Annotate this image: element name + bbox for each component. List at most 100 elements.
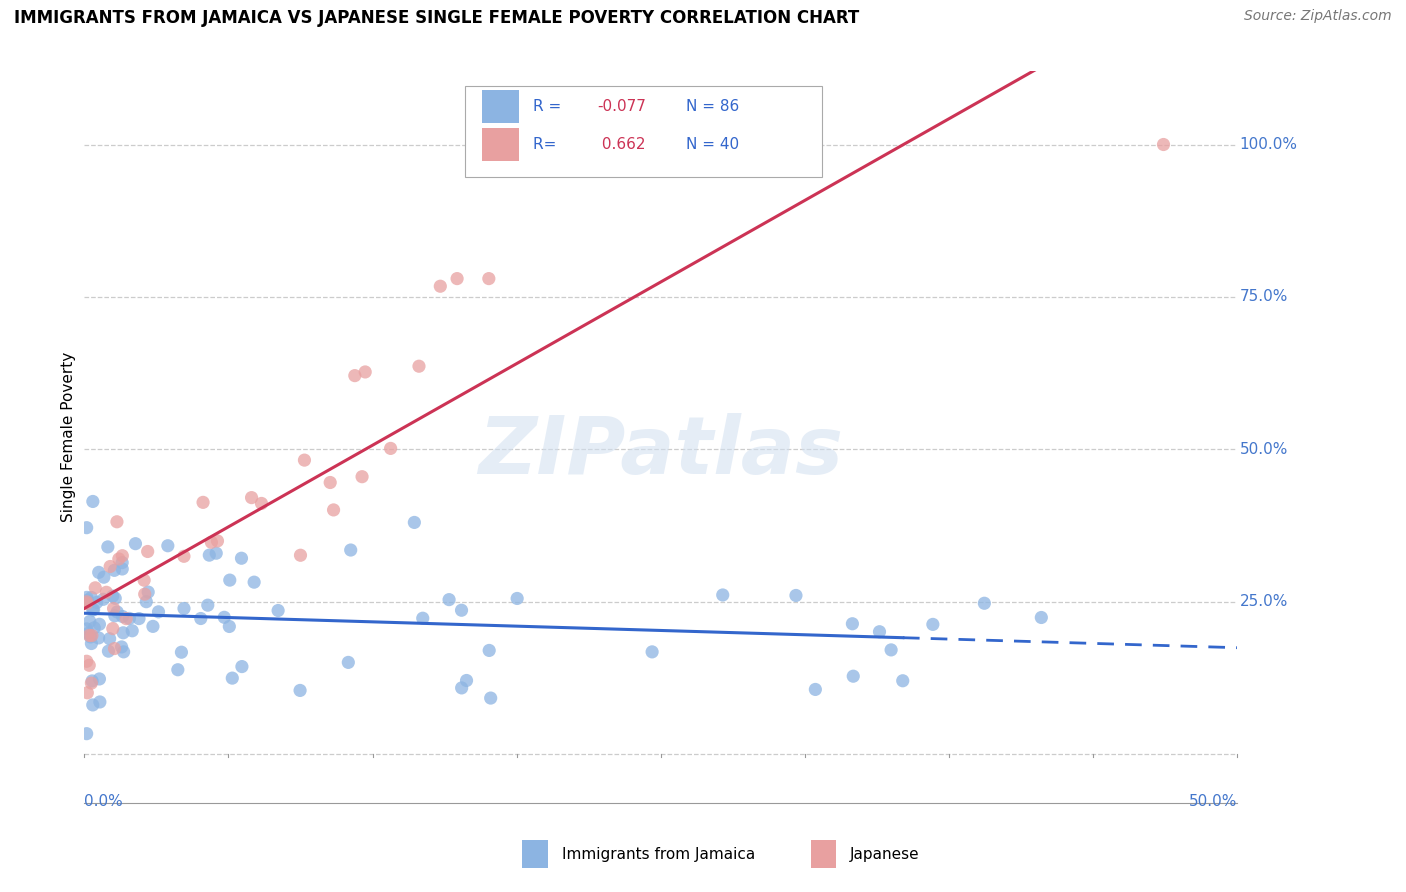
Point	[288, 683, 311, 698]
Point	[191, 495, 214, 509]
Text: 75.0%: 75.0%	[1240, 289, 1288, 304]
Point	[76, 593, 98, 607]
Point	[412, 611, 434, 625]
Text: -0.077: -0.077	[598, 99, 647, 113]
Point	[880, 643, 903, 657]
Point	[101, 589, 124, 603]
Point	[973, 596, 995, 610]
Point	[77, 658, 100, 673]
Point	[98, 559, 121, 574]
Text: 50.0%: 50.0%	[1240, 442, 1288, 457]
Point	[89, 672, 111, 686]
Point	[97, 644, 120, 658]
Text: 0.662: 0.662	[598, 137, 645, 153]
Point	[339, 543, 361, 558]
Point	[82, 698, 104, 712]
Point	[506, 591, 529, 606]
Point	[115, 612, 138, 626]
Point	[111, 609, 134, 624]
Point	[200, 535, 222, 549]
Point	[337, 656, 360, 670]
Text: Immigrants from Jamaica: Immigrants from Jamaica	[561, 847, 755, 862]
Point	[76, 654, 98, 668]
Point	[190, 611, 212, 625]
Point	[96, 585, 118, 599]
Point	[343, 368, 366, 383]
Point	[352, 469, 374, 483]
Point	[80, 636, 103, 650]
Point	[89, 617, 111, 632]
Point	[231, 659, 253, 673]
Point	[134, 587, 156, 601]
Point	[121, 624, 143, 638]
FancyBboxPatch shape	[482, 128, 519, 161]
Point	[79, 615, 101, 629]
Point	[76, 595, 98, 609]
FancyBboxPatch shape	[482, 90, 519, 122]
Text: Source: ZipAtlas.com: Source: ZipAtlas.com	[1244, 9, 1392, 23]
Point	[89, 695, 111, 709]
Point	[111, 562, 134, 576]
FancyBboxPatch shape	[811, 840, 837, 868]
Point	[294, 453, 316, 467]
Point	[80, 629, 103, 643]
Text: 25.0%: 25.0%	[1240, 594, 1288, 609]
Point	[921, 617, 943, 632]
Point	[124, 536, 146, 550]
Point	[354, 365, 377, 379]
Point	[479, 691, 502, 706]
Point	[76, 622, 98, 636]
Point	[97, 540, 120, 554]
Point	[456, 673, 478, 688]
Point	[1031, 610, 1053, 624]
Text: R =: R =	[533, 99, 567, 113]
Point	[87, 631, 110, 645]
Point	[103, 641, 125, 656]
Point	[136, 585, 159, 599]
Point	[478, 271, 501, 285]
Text: ZIPatlas: ZIPatlas	[478, 413, 844, 491]
Point	[86, 595, 108, 609]
Point	[437, 592, 460, 607]
Point	[118, 611, 141, 625]
Point	[218, 619, 240, 633]
Point	[80, 676, 103, 690]
Point	[869, 624, 891, 639]
Point	[446, 271, 468, 285]
FancyBboxPatch shape	[523, 840, 548, 868]
Point	[173, 549, 195, 564]
Point	[322, 503, 344, 517]
Point	[82, 494, 104, 508]
Point	[105, 515, 128, 529]
Point	[156, 539, 179, 553]
Point	[450, 603, 472, 617]
Point	[205, 546, 228, 560]
Point	[134, 573, 156, 587]
Point	[104, 591, 127, 606]
Text: N = 40: N = 40	[686, 137, 740, 153]
Point	[148, 605, 170, 619]
Point	[408, 359, 430, 374]
Point	[77, 626, 100, 640]
Point	[450, 681, 472, 695]
Point	[76, 726, 98, 740]
Text: N = 86: N = 86	[686, 99, 740, 113]
Point	[111, 556, 134, 570]
Point	[250, 496, 273, 510]
Point	[380, 442, 402, 456]
Point	[198, 548, 221, 562]
Point	[221, 671, 243, 685]
Point	[76, 686, 98, 700]
Point	[104, 608, 127, 623]
Point	[112, 645, 135, 659]
Text: IMMIGRANTS FROM JAMAICA VS JAPANESE SINGLE FEMALE POVERTY CORRELATION CHART: IMMIGRANTS FROM JAMAICA VS JAPANESE SING…	[14, 9, 859, 27]
Point	[79, 630, 101, 644]
Point	[804, 682, 827, 697]
Point	[101, 622, 124, 636]
Text: 0.0%: 0.0%	[84, 794, 124, 809]
Y-axis label: Single Female Poverty: Single Female Poverty	[60, 352, 76, 522]
Point	[84, 581, 107, 595]
Point	[290, 548, 312, 562]
Point	[478, 643, 501, 657]
Point	[240, 491, 263, 505]
